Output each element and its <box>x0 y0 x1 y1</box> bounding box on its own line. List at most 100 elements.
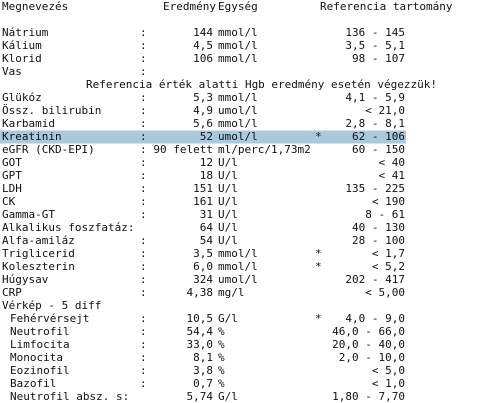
unit: % <box>218 338 225 351</box>
test-name: Neutrofil <box>10 325 70 338</box>
unit: mmol/l <box>218 260 258 273</box>
unit: umol/l <box>218 104 258 117</box>
unit: umol/l <box>218 130 258 143</box>
result: 0,7 <box>193 377 213 390</box>
header-unit: Egység <box>218 0 258 13</box>
test-name: Monocita <box>10 351 63 364</box>
test-name: Alkalikus foszfatáz: <box>2 221 134 234</box>
flag: * <box>315 130 322 143</box>
colon: : <box>140 364 147 377</box>
colon: : <box>140 312 147 325</box>
unit: ml/perc/1,73m2 <box>218 143 311 156</box>
reference: < 5,00 <box>365 286 405 299</box>
flag: * <box>315 312 322 325</box>
colon: : <box>140 338 147 351</box>
result: 33,0 <box>187 338 214 351</box>
unit: mmol/l <box>218 39 258 52</box>
unit: umol/l <box>218 273 258 286</box>
test-name: Klorid <box>2 52 42 65</box>
result: 31 <box>200 208 213 221</box>
test-name: Gamma-GT <box>2 208 55 221</box>
test-name: Limfocita <box>10 338 70 351</box>
result: 4,5 <box>193 39 213 52</box>
result: 151 <box>193 182 213 195</box>
result: 5,74 <box>187 390 214 403</box>
unit: mmol/l <box>218 117 258 130</box>
colon: : <box>140 208 147 221</box>
result: 64 <box>200 221 214 234</box>
test-name: Nátrium <box>2 26 49 39</box>
test-name: Bazofil <box>10 377 56 390</box>
reference: 62 - 106 <box>352 130 405 143</box>
result: 4,38 <box>187 286 214 299</box>
test-name: Triglicerid <box>2 247 75 260</box>
colon: : <box>140 195 147 208</box>
reference: < 1,7 <box>372 247 405 260</box>
colon: : <box>140 247 147 260</box>
test-name: Kálium <box>2 39 42 52</box>
colon: : <box>140 273 147 286</box>
test-name: Karbamid <box>2 117 55 130</box>
section-title: Vérkép - 5 diff <box>2 299 101 312</box>
colon: : <box>140 104 147 117</box>
colon: : <box>140 52 147 65</box>
reference: < 40 <box>379 156 406 169</box>
result: 3,8 <box>193 364 213 377</box>
colon: : <box>140 351 147 364</box>
test-name: Össz. bilirubin <box>2 104 101 117</box>
result: 6,0 <box>193 260 213 273</box>
result: 324 <box>193 273 213 286</box>
row-highlight <box>0 130 406 144</box>
test-name: Vas <box>2 65 22 78</box>
unit: U/l <box>218 221 238 234</box>
reference: 46,0 - 66,0 <box>332 325 405 338</box>
header-name: Megnevezés <box>2 0 68 13</box>
colon: : <box>140 377 147 390</box>
test-name: Kreatinin <box>2 130 62 143</box>
reference: 136 - 145 <box>345 26 405 39</box>
unit: U/l <box>218 234 238 247</box>
colon: : <box>140 182 147 195</box>
colon: : <box>140 143 147 156</box>
unit: % <box>218 364 225 377</box>
test-name: Koleszterin <box>2 260 75 273</box>
unit: G/l <box>218 312 238 325</box>
test-name: GPT <box>2 169 22 182</box>
result: 144 <box>193 26 213 39</box>
result: 54,4 <box>187 325 214 338</box>
reference: < 5,2 <box>372 260 405 273</box>
unit: mmol/l <box>218 52 258 65</box>
unit: mmol/l <box>218 26 258 39</box>
result: 54 <box>200 234 214 247</box>
colon: : <box>140 234 147 247</box>
test-name: CRP <box>2 286 22 299</box>
unit: U/l <box>218 208 238 221</box>
colon: : <box>140 117 147 130</box>
colon: : <box>140 286 147 299</box>
colon: : <box>140 156 147 169</box>
reference: 3,5 - 5,1 <box>345 39 405 52</box>
reference: 4,1 - 5,9 <box>345 91 405 104</box>
reference: 40 - 130 <box>352 221 405 234</box>
unit: % <box>218 351 225 364</box>
unit: G/l <box>218 390 238 403</box>
reference: < 21,0 <box>365 104 405 117</box>
reference: < 190 <box>372 195 405 208</box>
reference: 60 - 150 <box>352 143 405 156</box>
reference: 8 - 61 <box>365 208 405 221</box>
test-name: LDH <box>2 182 22 195</box>
test-name: Húgysav <box>2 273 49 286</box>
colon: : <box>140 130 147 143</box>
result: 52 <box>200 130 213 143</box>
colon: : <box>140 260 147 273</box>
reference: 98 - 107 <box>352 52 405 65</box>
reference: 2,8 - 8,1 <box>345 117 405 130</box>
flag: * <box>315 247 322 260</box>
result: 106 <box>193 52 213 65</box>
unit: mmol/l <box>218 247 258 260</box>
result: 90 felett <box>153 143 213 156</box>
reference: 135 - 225 <box>345 182 405 195</box>
reference: < 41 <box>379 169 406 182</box>
test-name: CK <box>2 195 16 208</box>
reference: 28 - 100 <box>352 234 405 247</box>
